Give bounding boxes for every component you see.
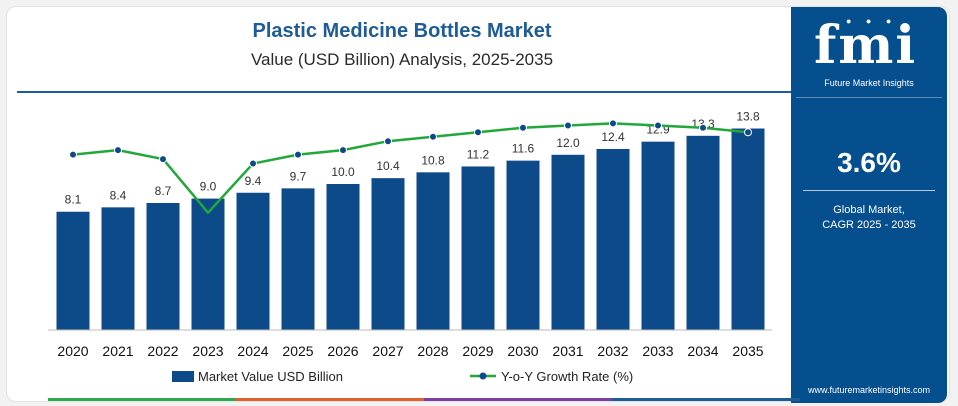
data-label-2029: 11.2 xyxy=(467,147,490,161)
bar-2034 xyxy=(686,135,720,330)
data-label-2032: 12.4 xyxy=(601,130,625,144)
sidebar-divider xyxy=(803,190,935,191)
cagr-label: Global Market, CAGR 2025 - 2035 xyxy=(791,203,947,233)
chart-subtitle: Value (USD Billion) Analysis, 2025-2035 xyxy=(250,50,554,69)
x-tick-2023: 2023 xyxy=(192,343,223,359)
x-tick-2028: 2028 xyxy=(417,343,448,359)
footer-bar-segment xyxy=(48,398,236,401)
bar-2029 xyxy=(461,166,495,330)
bar-2020 xyxy=(56,211,90,330)
bar-2021 xyxy=(101,207,135,330)
x-tick-2034: 2034 xyxy=(687,343,718,359)
growth-point-2022 xyxy=(159,155,167,164)
growth-point-2028 xyxy=(429,132,437,141)
x-tick-2022: 2022 xyxy=(147,343,178,359)
growth-point-2025 xyxy=(294,150,302,159)
legend-bar-swatch xyxy=(172,371,194,382)
title-divider xyxy=(17,91,797,93)
bar-2026 xyxy=(326,184,360,330)
x-tick-2024: 2024 xyxy=(237,343,268,359)
bar-2033 xyxy=(641,141,675,330)
fmi-logo: ● ● ● fmi Future Market Insights xyxy=(796,12,942,98)
footer-bar-segment xyxy=(236,398,424,401)
cagr-label-line2: CAGR 2025 - 2035 xyxy=(822,219,916,231)
x-tick-2032: 2032 xyxy=(597,343,628,359)
chart-title: Plastic Medicine Bottles Market xyxy=(252,20,552,42)
x-tick-2035: 2035 xyxy=(732,343,763,359)
logo-dots-icon: ● ● ● xyxy=(846,16,898,26)
website-link[interactable]: www.futuremarketinsights.com xyxy=(807,385,931,395)
data-label-2023: 9.0 xyxy=(200,180,217,194)
cagr-value: 3.6% xyxy=(837,147,901,178)
bar-2022 xyxy=(146,202,180,330)
growth-line xyxy=(72,122,749,214)
bar-2023 xyxy=(191,198,225,330)
growth-point-2026 xyxy=(339,146,347,155)
bar-2030 xyxy=(506,160,540,330)
growth-point-2027 xyxy=(384,137,392,146)
growth-point-2033 xyxy=(654,121,662,130)
x-tick-2030: 2030 xyxy=(507,343,538,359)
x-tick-2025: 2025 xyxy=(282,343,313,359)
growth-point-2021 xyxy=(114,146,122,155)
footer-bar-segment xyxy=(424,398,612,401)
bar-2032 xyxy=(596,148,630,330)
data-label-2020: 8.1 xyxy=(65,193,82,207)
legend-bar-label: Market Value USD Billion xyxy=(198,369,343,384)
bar-2027 xyxy=(371,178,405,330)
bar-2028 xyxy=(416,172,450,330)
growth-point-2020 xyxy=(69,150,77,159)
data-label-2025: 9.7 xyxy=(290,169,307,183)
growth-point-2029 xyxy=(474,128,482,137)
bar-2031 xyxy=(551,154,585,330)
data-label-2027: 10.4 xyxy=(376,159,400,173)
growth-point-2024 xyxy=(249,159,257,168)
logo-subtitle: Future Market Insights xyxy=(824,78,914,88)
data-label-2024: 9.4 xyxy=(245,174,262,188)
x-tick-2033: 2033 xyxy=(642,343,673,359)
growth-point-2035 xyxy=(744,128,752,137)
sidebar-panel: ● ● ● fmi Future Market Insights 3.6% Gl… xyxy=(791,7,947,403)
logo-text: fmi xyxy=(814,15,918,76)
bar-2035 xyxy=(731,128,765,330)
data-label-2030: 11.6 xyxy=(512,142,535,156)
x-tick-2020: 2020 xyxy=(57,343,88,359)
cagr-label-line1: Global Market, xyxy=(833,204,905,216)
data-label-2026: 10.0 xyxy=(331,165,355,179)
footer-bar-segment xyxy=(612,398,800,401)
data-label-2022: 8.7 xyxy=(155,184,172,198)
data-label-2021: 8.4 xyxy=(110,188,127,202)
bar-2024 xyxy=(236,192,270,330)
legend-line-marker xyxy=(479,372,487,380)
x-tick-2021: 2021 xyxy=(102,343,133,359)
data-label-2035: 13.8 xyxy=(736,110,760,124)
x-tick-2027: 2027 xyxy=(372,343,403,359)
bar-2025 xyxy=(281,188,315,330)
x-tick-2031: 2031 xyxy=(552,343,583,359)
growth-point-2034 xyxy=(699,123,707,132)
x-tick-2026: 2026 xyxy=(327,343,358,359)
x-tick-2029: 2029 xyxy=(462,343,493,359)
growth-point-2031 xyxy=(564,121,572,130)
growth-point-2032 xyxy=(609,119,617,128)
data-label-2031: 12.0 xyxy=(556,136,580,150)
data-label-2028: 10.8 xyxy=(421,153,445,167)
legend-line-label: Y-o-Y Growth Rate (%) xyxy=(501,369,633,384)
growth-point-2030 xyxy=(519,123,527,132)
